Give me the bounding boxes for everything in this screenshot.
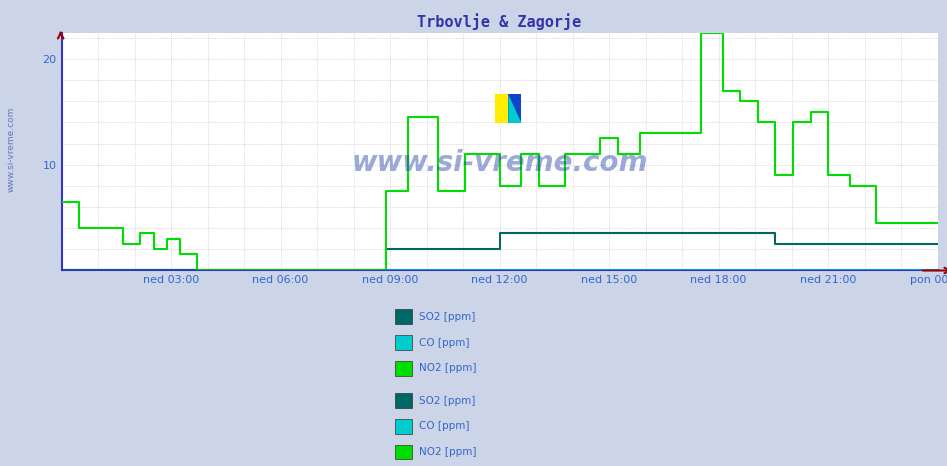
Title: Trbovlje & Zagorje: Trbovlje & Zagorje (418, 13, 581, 30)
Text: CO [ppm]: CO [ppm] (419, 421, 469, 432)
Text: SO2 [ppm]: SO2 [ppm] (419, 396, 475, 406)
Text: www.si-vreme.com: www.si-vreme.com (351, 149, 648, 178)
Bar (509, 95, 522, 123)
Text: SO2 [ppm]: SO2 [ppm] (419, 312, 475, 322)
Text: www.si-vreme.com: www.si-vreme.com (7, 106, 16, 192)
Text: CO [ppm]: CO [ppm] (419, 337, 469, 348)
Text: NO2 [ppm]: NO2 [ppm] (419, 363, 476, 373)
Text: NO2 [ppm]: NO2 [ppm] (419, 447, 476, 457)
Polygon shape (509, 95, 522, 123)
Bar (495, 95, 509, 123)
